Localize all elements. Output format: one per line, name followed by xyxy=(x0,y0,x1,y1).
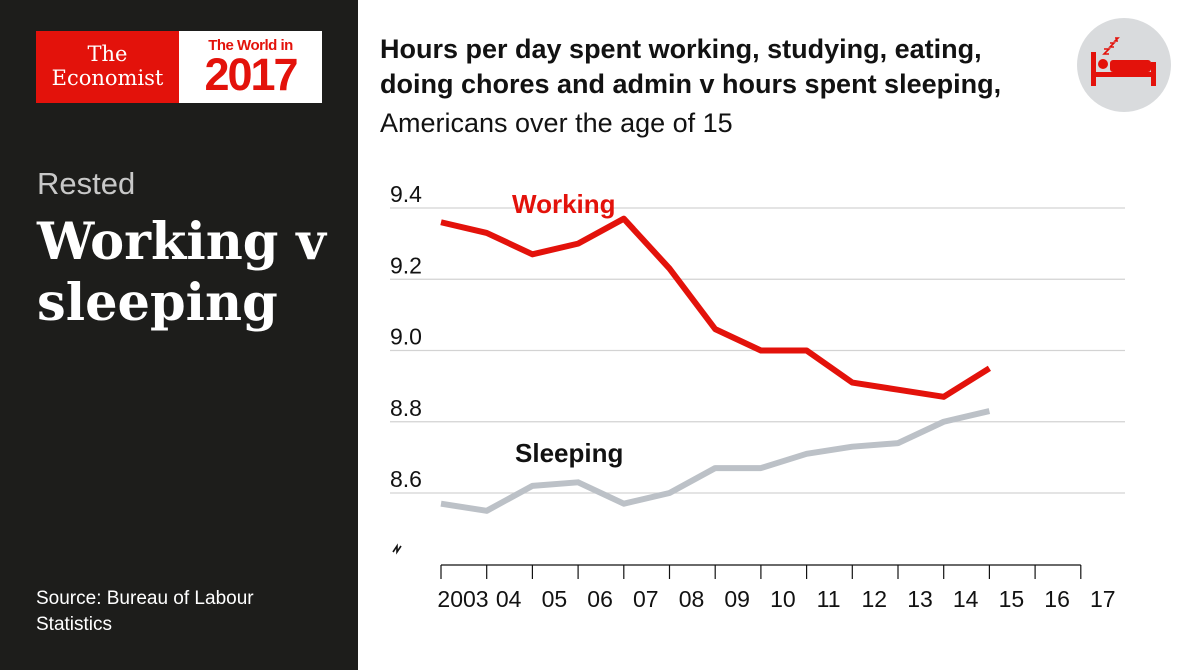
logo-line-1: The xyxy=(87,42,128,66)
bed-frame xyxy=(1091,72,1156,77)
zzz-icon xyxy=(1102,37,1120,55)
x-tick-label: 05 xyxy=(542,586,568,612)
bed-blanket xyxy=(1110,60,1151,72)
source-note: Source: Bureau of Labour Statistics xyxy=(36,588,254,635)
chart-subtitle: Americans over the age of 15 xyxy=(380,108,733,138)
sidebar: The Economist The World in 2017 Rested W… xyxy=(0,0,358,670)
bed-headboard xyxy=(1091,52,1096,86)
x-tick-label: 2003 xyxy=(437,586,488,612)
y-tick-label: 8.6 xyxy=(390,466,422,492)
y-axis-labels: 8.6 8.8 9.0 9.2 9.4 xyxy=(390,181,422,492)
x-tick-label: 13 xyxy=(907,586,933,612)
series-label-sleeping: Sleeping xyxy=(515,438,623,468)
x-axis: 2003 04 05 06 07 08 09 10 11 12 13 14 15 16 17 xyxy=(437,564,1116,612)
series-line-sleeping xyxy=(440,408,991,514)
x-tick-label: 08 xyxy=(679,586,705,612)
bed-sleeping-icon xyxy=(1077,18,1171,112)
x-tick-label: 07 xyxy=(633,586,659,612)
logo-line-2: Economist xyxy=(51,66,164,90)
bed-icon-graphic xyxy=(1091,37,1156,86)
world-in-year: 2017 xyxy=(204,49,298,100)
x-tick-label: 04 xyxy=(496,586,522,612)
world-in-logo: The World in 2017 xyxy=(179,31,322,103)
chart-title: Hours per day spent working, studying, e… xyxy=(380,34,1002,99)
x-tick-label: 09 xyxy=(724,586,750,612)
axis-break-icon xyxy=(392,543,402,555)
x-tick-label: 16 xyxy=(1044,586,1070,612)
x-tick-label: 06 xyxy=(587,586,613,612)
sleeper-head xyxy=(1098,59,1108,69)
series-lines xyxy=(440,215,991,514)
y-tick-label: 8.8 xyxy=(390,395,422,421)
y-tick-label: 9.0 xyxy=(390,324,422,350)
axis-break-mark xyxy=(392,543,402,555)
x-tick-label: 14 xyxy=(953,586,979,612)
economist-logo: The Economist xyxy=(36,31,179,103)
series-labels: Working Sleeping xyxy=(512,189,623,468)
x-tick-label: 12 xyxy=(862,586,888,612)
y-tick-label: 9.2 xyxy=(390,252,422,278)
series-line-working xyxy=(440,215,991,400)
x-tick-label: 15 xyxy=(999,586,1025,612)
world-in-label: The World in xyxy=(208,37,293,54)
x-tick-label: 17 xyxy=(1090,586,1116,612)
y-tick-label: 9.4 xyxy=(390,181,422,207)
x-tick-label: 10 xyxy=(770,586,796,612)
series-label-working: Working xyxy=(512,189,616,219)
kicker: Rested xyxy=(37,166,136,201)
headline: Working v sleeping xyxy=(37,212,326,333)
x-tick-label: 11 xyxy=(817,586,841,612)
